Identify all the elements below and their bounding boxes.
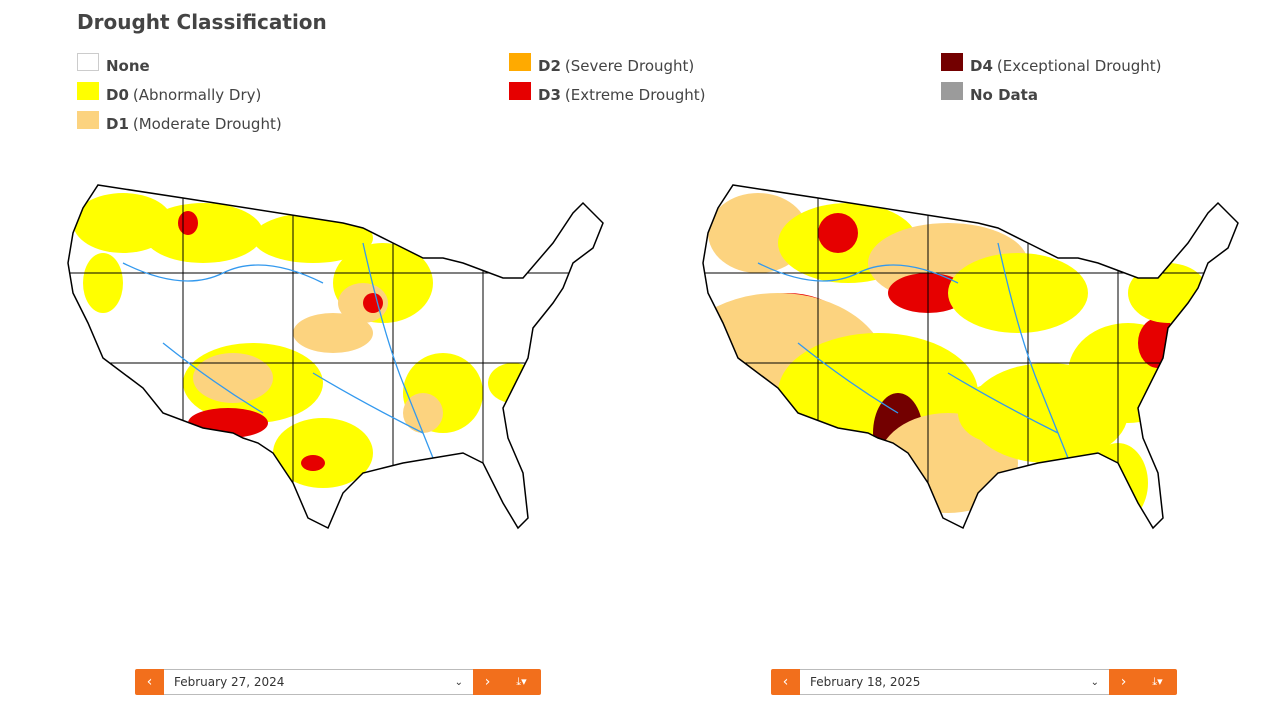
drought-area: [363, 293, 383, 313]
river: [797, 342, 899, 414]
swatch-d1: [77, 111, 99, 129]
drought-area: [253, 213, 373, 263]
drought-area: [403, 393, 443, 433]
next-date-button[interactable]: ›: [1109, 669, 1138, 695]
date-select[interactable]: February 18, 2025 ⌄: [800, 669, 1109, 695]
chevron-down-icon: ⌄: [1090, 676, 1099, 688]
chevron-left-icon: ‹: [782, 674, 789, 690]
swatch-d2: [509, 53, 531, 71]
date-value: February 18, 2025: [810, 675, 921, 689]
legend-d3: D3 (Extreme Drought): [509, 82, 706, 104]
download-icon: ⤓▾: [516, 675, 527, 688]
swatch-d4: [941, 53, 963, 71]
chevron-right-icon: ›: [484, 674, 491, 690]
legend-d1: D1 (Moderate Drought): [77, 111, 282, 133]
swatch-d3: [509, 82, 531, 100]
swatch-nodata: [941, 82, 963, 100]
river: [362, 242, 444, 484]
drought-area: [1128, 263, 1208, 323]
date-control-right: ‹ February 18, 2025 ⌄ › ⤓▾: [771, 669, 1177, 695]
page-title: Drought Classification: [77, 10, 327, 34]
drought-area: [178, 211, 198, 235]
date-select[interactable]: February 27, 2024 ⌄: [164, 669, 473, 695]
legend-d0: D0 (Abnormally Dry): [77, 82, 261, 104]
chevron-right-icon: ›: [1120, 674, 1127, 690]
download-button[interactable]: ⤓▾: [1138, 669, 1177, 695]
drought-area: [193, 353, 273, 403]
swatch-none: [77, 53, 99, 71]
drought-area: [818, 213, 858, 253]
swatch-d0: [77, 82, 99, 100]
drought-area: [273, 418, 373, 488]
drought-area: [293, 313, 373, 353]
chevron-down-icon: ⌄: [454, 676, 463, 688]
legend-d2: D2 (Severe Drought): [509, 53, 694, 75]
prev-date-button[interactable]: ‹: [135, 669, 164, 695]
drought-area: [188, 408, 268, 438]
drought-area: [301, 455, 325, 471]
drought-map-2025: [702, 184, 1239, 530]
us-border: [67, 184, 604, 530]
chevron-left-icon: ‹: [146, 674, 153, 690]
download-button[interactable]: ⤓▾: [502, 669, 541, 695]
river: [947, 372, 1059, 434]
drought-area: [83, 253, 123, 313]
us-border: [702, 184, 1239, 530]
legend-nodata: No Data: [941, 82, 1042, 104]
drought-map-2024: [67, 184, 604, 530]
river: [997, 242, 1079, 484]
river: [757, 262, 959, 284]
download-icon: ⤓▾: [1152, 675, 1163, 688]
river: [162, 342, 264, 414]
drought-area: [143, 203, 263, 263]
drought-area: [958, 383, 1038, 443]
drought-area: [1138, 318, 1178, 368]
next-date-button[interactable]: ›: [473, 669, 502, 695]
river: [312, 372, 424, 434]
legend-none: None: [77, 53, 154, 75]
river: [122, 262, 324, 284]
prev-date-button[interactable]: ‹: [771, 669, 800, 695]
us-outline: [68, 185, 603, 528]
drought-area: [1068, 323, 1188, 423]
legend-d4: D4 (Exceptional Drought): [941, 53, 1162, 75]
drought-area: [488, 363, 538, 403]
date-control-left: ‹ February 27, 2024 ⌄ › ⤓▾: [135, 669, 541, 695]
date-value: February 27, 2024: [174, 675, 285, 689]
